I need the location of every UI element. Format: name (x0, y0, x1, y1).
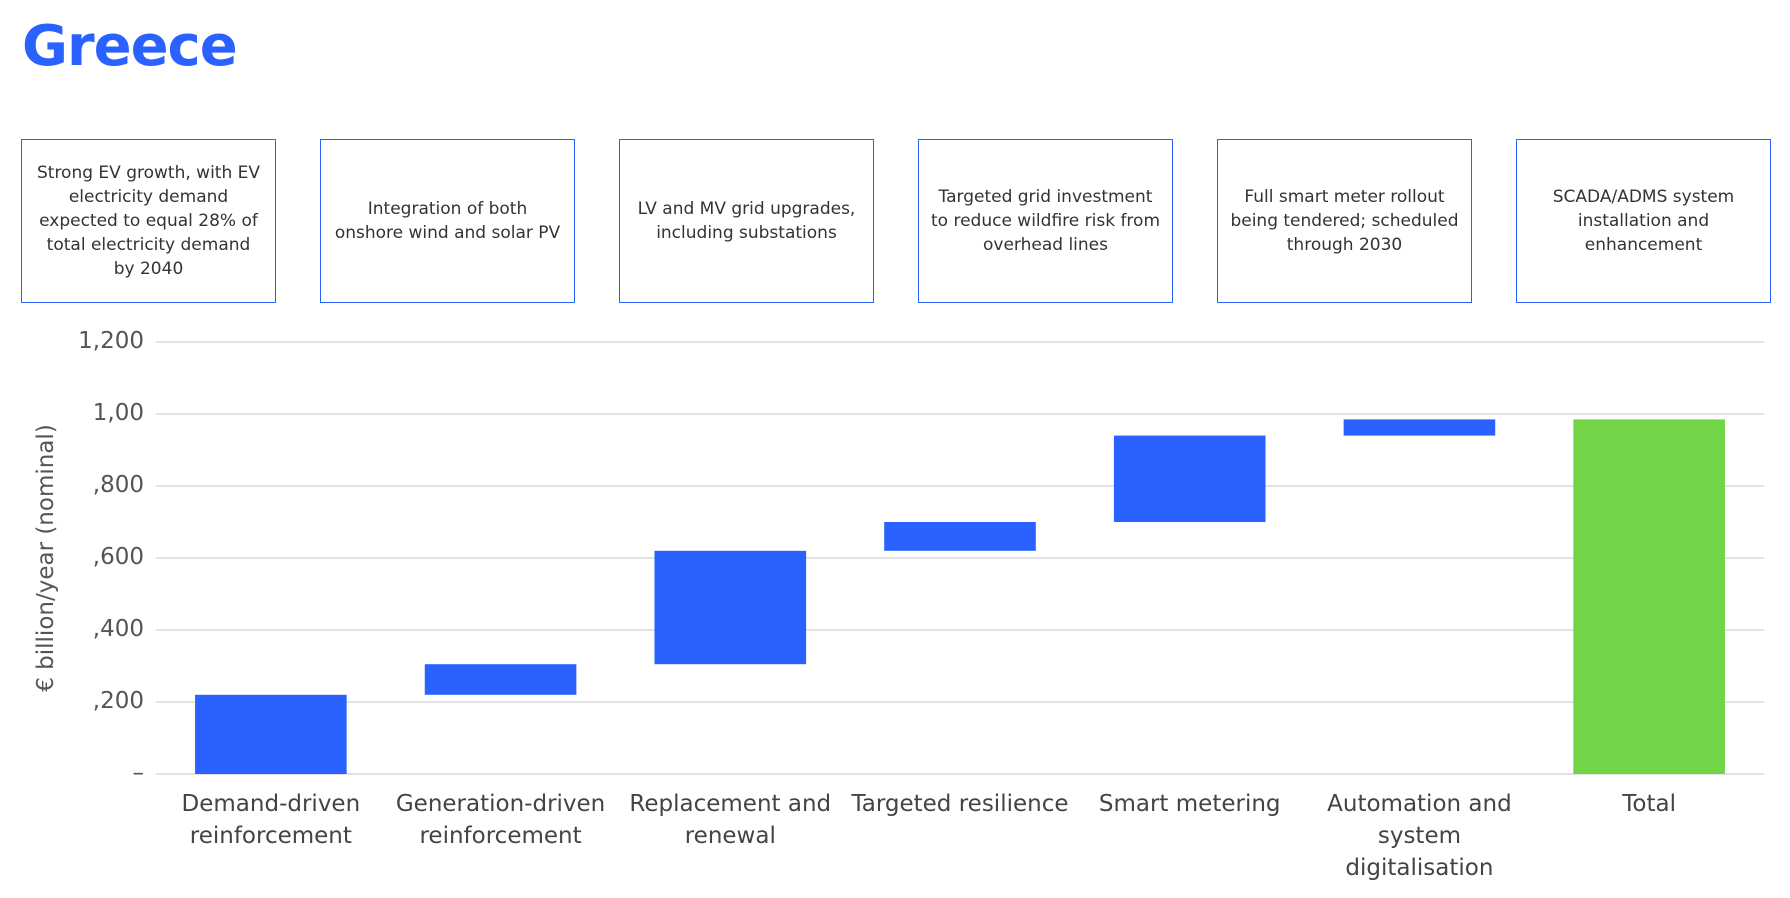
bar (424, 664, 577, 695)
x-tick-label: Total (1622, 791, 1676, 817)
note-box: Strong EV growth, with EV electricity de… (21, 139, 276, 303)
y-tick-label: ,200 (92, 688, 144, 714)
y-tick-label: ,400 (92, 616, 144, 642)
bar (884, 522, 1036, 551)
note-box: Full smart meter rollout being tendered;… (1217, 139, 1472, 303)
note-box: Targeted grid investment to reduce wildf… (918, 139, 1173, 303)
x-tick-label: Targeted resilience (851, 791, 1069, 817)
note-box: LV and MV grid upgrades, including subst… (619, 139, 874, 303)
note-box: SCADA/ADMS system installation and enhan… (1516, 139, 1771, 303)
x-tick-label: Smart metering (1098, 791, 1281, 817)
y-tick-label: ,800 (92, 472, 144, 498)
y-tick-label: 1,200 (78, 328, 144, 354)
bar (1113, 435, 1266, 522)
page-title: Greece (22, 14, 238, 79)
note-box: Integration of both onshore wind and sol… (320, 139, 575, 303)
bar (1343, 419, 1496, 436)
x-tick-label: Automation and system digitalisation (1327, 791, 1512, 881)
bar (654, 550, 807, 665)
bar (1573, 419, 1725, 774)
y-axis-title: € billion/year (nominal) (32, 424, 59, 692)
x-tick-label: Replacement and renewal (629, 791, 832, 849)
bar (195, 694, 347, 774)
y-tick-label: 1,00 (92, 400, 144, 426)
x-tick-label: Generation-driven reinforcement (395, 791, 606, 849)
y-tick-label: – (132, 760, 145, 786)
x-tick-label: Demand-driven reinforcement (181, 791, 361, 849)
y-tick-label: ,600 (92, 544, 144, 570)
